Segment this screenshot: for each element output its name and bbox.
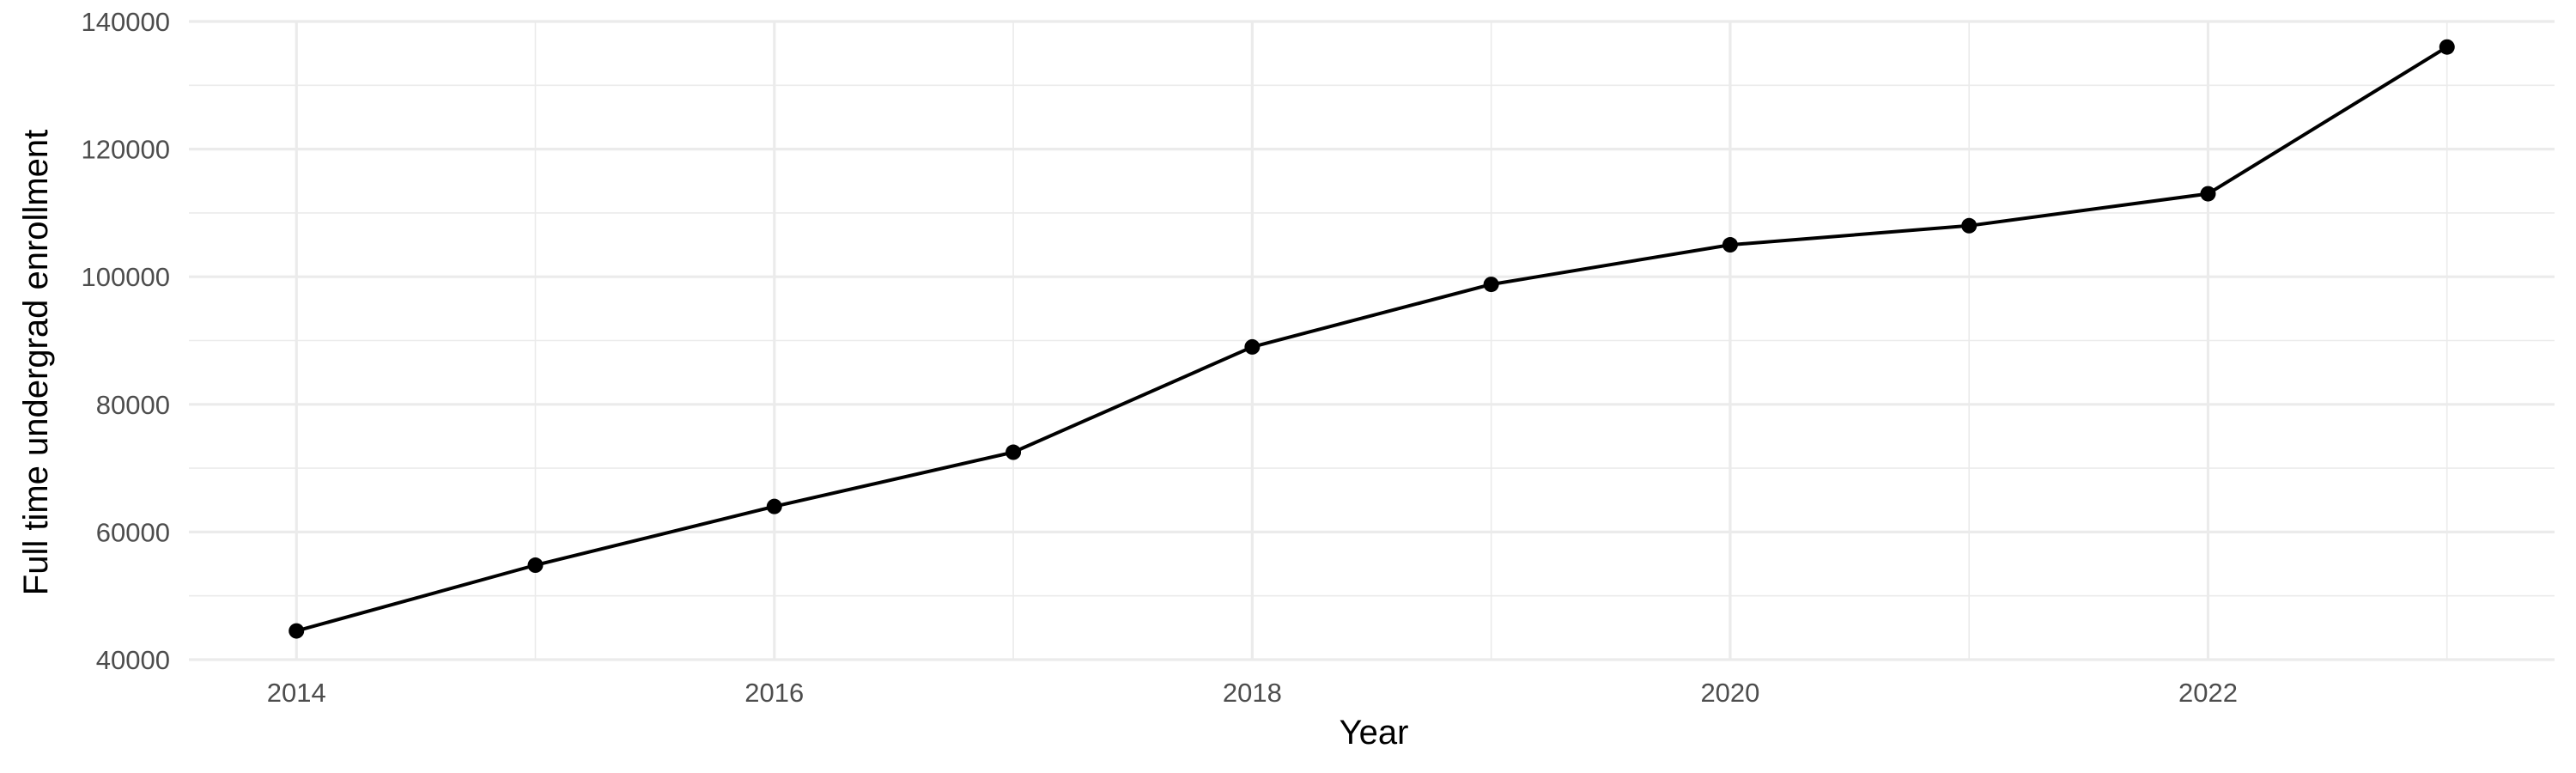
x-tick-label: 2020 — [1700, 678, 1759, 708]
minor-gridlines — [189, 21, 2555, 660]
data-point — [1961, 217, 1978, 234]
data-point — [289, 623, 305, 639]
y-tick-label: 120000 — [82, 135, 170, 165]
data-point — [766, 498, 782, 514]
data-point — [1005, 444, 1022, 460]
x-axis-tick-labels: 2014 2016 2018 2020 2022 — [267, 678, 2238, 708]
x-tick-label: 2018 — [1223, 678, 1282, 708]
y-tick-label: 140000 — [82, 7, 170, 37]
series-layer — [289, 39, 2455, 639]
data-point — [2439, 39, 2455, 55]
data-point — [1722, 237, 1738, 253]
y-tick-label: 80000 — [96, 390, 170, 420]
data-point — [1244, 338, 1261, 355]
y-tick-label: 60000 — [96, 517, 170, 547]
series-line — [295, 45, 2449, 633]
y-tick-label: 40000 — [96, 645, 170, 675]
y-axis-title: Full time undergrad enrollment — [17, 130, 55, 595]
x-tick-label: 2016 — [744, 678, 804, 708]
data-point — [2200, 186, 2216, 202]
x-tick-label: 2022 — [2178, 678, 2238, 708]
y-axis-tick-labels: 40000 60000 80000 100000 120000 140000 — [82, 7, 170, 675]
x-axis-title: Year — [1340, 714, 1409, 752]
y-tick-label: 100000 — [82, 262, 170, 292]
data-point — [1483, 277, 1499, 293]
data-point — [527, 557, 544, 574]
x-tick-label: 2014 — [267, 678, 326, 708]
